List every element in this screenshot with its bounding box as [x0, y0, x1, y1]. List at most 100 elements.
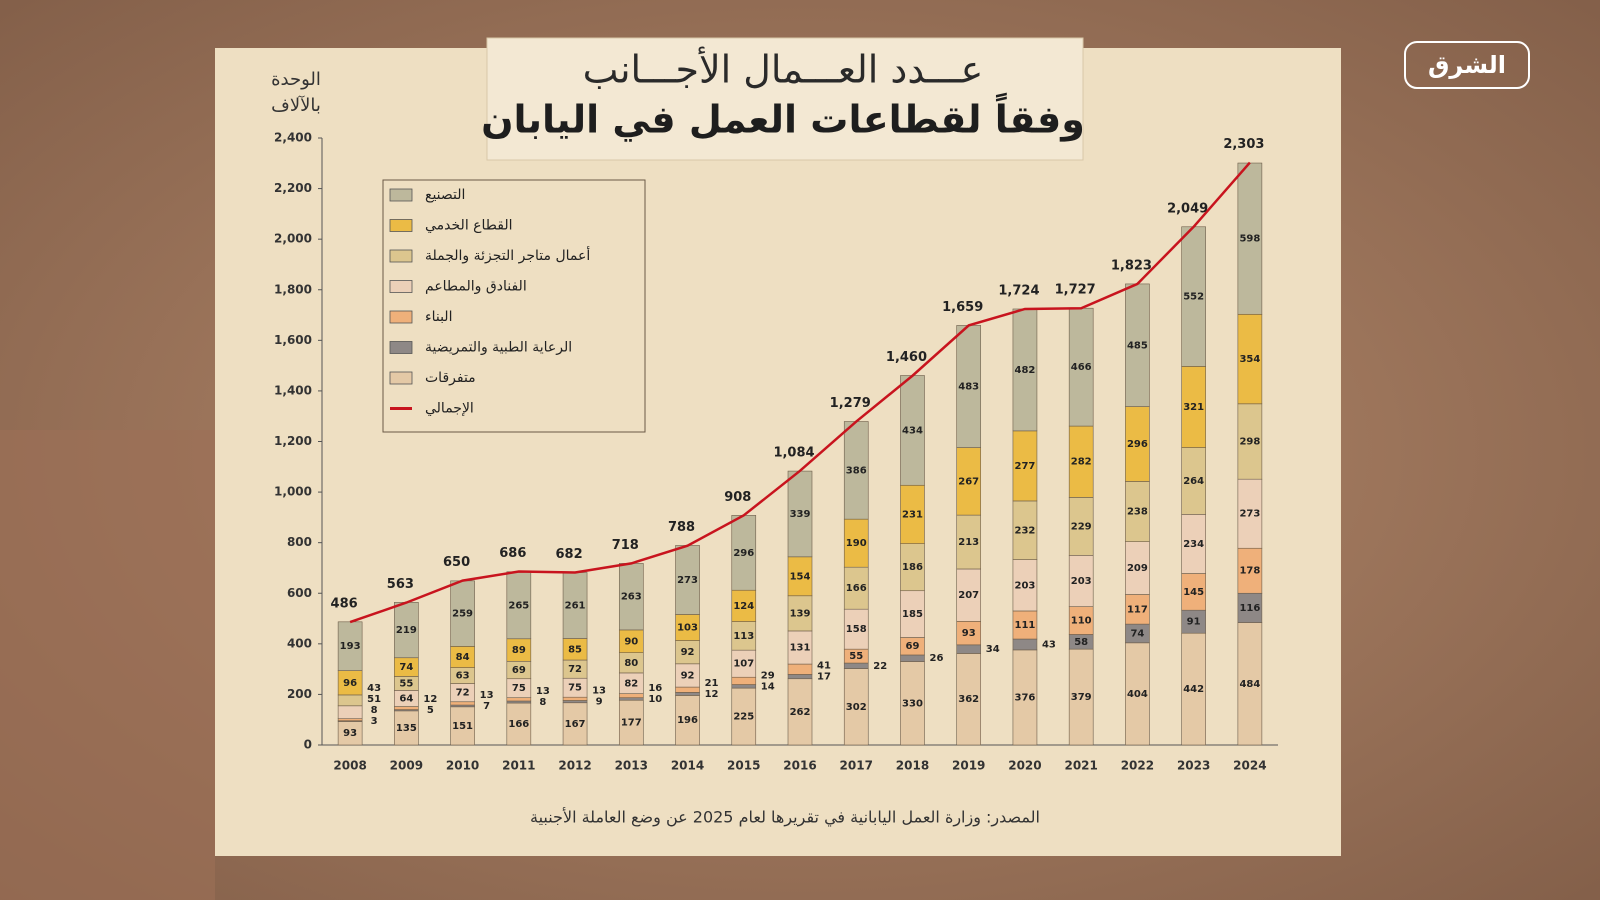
bar-segment — [675, 545, 700, 615]
value-label: 13 — [536, 686, 550, 697]
value-label: 113 — [733, 631, 754, 642]
value-label: 75 — [512, 683, 526, 694]
bar-segment — [1068, 606, 1094, 635]
x-tick-label: 2009 — [390, 759, 423, 773]
bar-segment — [1012, 649, 1038, 746]
bar-segment — [337, 705, 363, 719]
y-tick-label: 1,200 — [274, 434, 312, 448]
value-label: 74 — [1130, 628, 1144, 639]
logo: الشرق — [1428, 51, 1506, 79]
value-label: 442 — [1183, 684, 1204, 695]
bar-segment — [618, 697, 644, 701]
bar-segment — [731, 684, 757, 689]
value-label: 302 — [846, 702, 867, 713]
bar-segment — [1012, 308, 1038, 432]
bar-segment — [900, 543, 925, 592]
value-label: 92 — [681, 670, 695, 681]
value-label: 231 — [902, 509, 923, 520]
total-label: 788 — [668, 520, 695, 535]
total-label: 1,659 — [942, 300, 983, 315]
value-label: 139 — [790, 608, 811, 619]
bar-segment — [731, 589, 757, 622]
x-tick-label: 2015 — [727, 759, 760, 773]
value-label: 167 — [565, 719, 586, 730]
total-label: 908 — [724, 490, 751, 505]
value-label: 267 — [958, 476, 979, 487]
value-label: 296 — [1127, 439, 1148, 450]
value-label: 203 — [1015, 580, 1036, 591]
value-label: 296 — [733, 548, 754, 559]
value-label: 265 — [508, 600, 529, 611]
value-label: 154 — [790, 571, 811, 582]
bar-segment — [1237, 622, 1263, 746]
value-label: 225 — [733, 712, 754, 723]
value-label: 482 — [1015, 365, 1036, 376]
bar-segment — [450, 580, 475, 647]
value-label: 92 — [681, 647, 695, 658]
bar-segment — [506, 702, 532, 746]
legend-label: البناء — [425, 309, 452, 325]
value-label: 13 — [480, 690, 494, 701]
value-label: 330 — [902, 698, 923, 709]
legend-swatch — [389, 371, 413, 385]
value-label: 22 — [873, 661, 887, 672]
value-label: 3 — [371, 716, 378, 727]
bar-segment — [731, 649, 757, 678]
value-label: 166 — [846, 583, 867, 594]
logo-frame — [1404, 41, 1530, 89]
value-label: 69 — [512, 665, 526, 676]
legend-swatch — [389, 249, 413, 263]
value-label: 29 — [761, 670, 775, 681]
value-label: 75 — [568, 683, 582, 694]
legend-swatch — [389, 280, 413, 293]
bar-segment — [843, 421, 869, 520]
value-label: 10 — [648, 694, 662, 705]
value-label: 229 — [1071, 521, 1092, 532]
total-label: 1,279 — [830, 396, 871, 411]
bar-segment — [956, 644, 982, 654]
value-label: 41 — [817, 661, 831, 672]
value-label: 339 — [790, 509, 811, 520]
value-label: 277 — [1015, 461, 1036, 472]
value-label: 58 — [1074, 637, 1088, 648]
bar-segment — [450, 706, 475, 746]
bar-segment — [337, 694, 363, 707]
x-tick-label: 2019 — [952, 759, 985, 773]
value-label: 379 — [1071, 692, 1092, 703]
legend-label: الفنادق والمطاعم — [425, 279, 527, 295]
value-label: 43 — [367, 683, 381, 694]
value-label: 72 — [456, 688, 470, 699]
value-label: 386 — [846, 465, 867, 476]
value-label: 26 — [930, 653, 944, 664]
bar-segment — [843, 662, 869, 669]
value-label: 90 — [624, 636, 638, 647]
value-label: 484 — [1239, 679, 1260, 690]
bar-segment — [1237, 592, 1263, 623]
bar-segment — [562, 696, 588, 701]
value-label: 190 — [846, 538, 867, 549]
value-label: 80 — [624, 658, 638, 669]
value-label: 12 — [705, 689, 719, 700]
bar-segment — [675, 695, 700, 746]
value-label: 404 — [1127, 689, 1148, 700]
x-tick-label: 2024 — [1233, 759, 1266, 773]
x-tick-label: 2018 — [896, 759, 929, 773]
y-tick-label: 1,400 — [274, 383, 312, 397]
value-label: 213 — [958, 537, 979, 548]
value-label: 91 — [1187, 617, 1201, 628]
value-label: 209 — [1127, 563, 1148, 574]
value-label: 466 — [1071, 362, 1092, 373]
total-label: 2,303 — [1223, 137, 1264, 152]
value-label: 51 — [367, 694, 381, 705]
bar-segment — [731, 515, 757, 591]
value-label: 34 — [986, 644, 1000, 655]
y-tick-label: 1,600 — [274, 333, 312, 347]
bar-segment — [787, 663, 813, 675]
bar-segment — [675, 686, 700, 693]
legend-label: القطاع الخدمي — [425, 218, 513, 234]
value-label: 166 — [508, 719, 529, 730]
bar-segment — [1012, 430, 1038, 502]
value-label: 234 — [1183, 539, 1204, 550]
value-label: 434 — [902, 425, 923, 436]
